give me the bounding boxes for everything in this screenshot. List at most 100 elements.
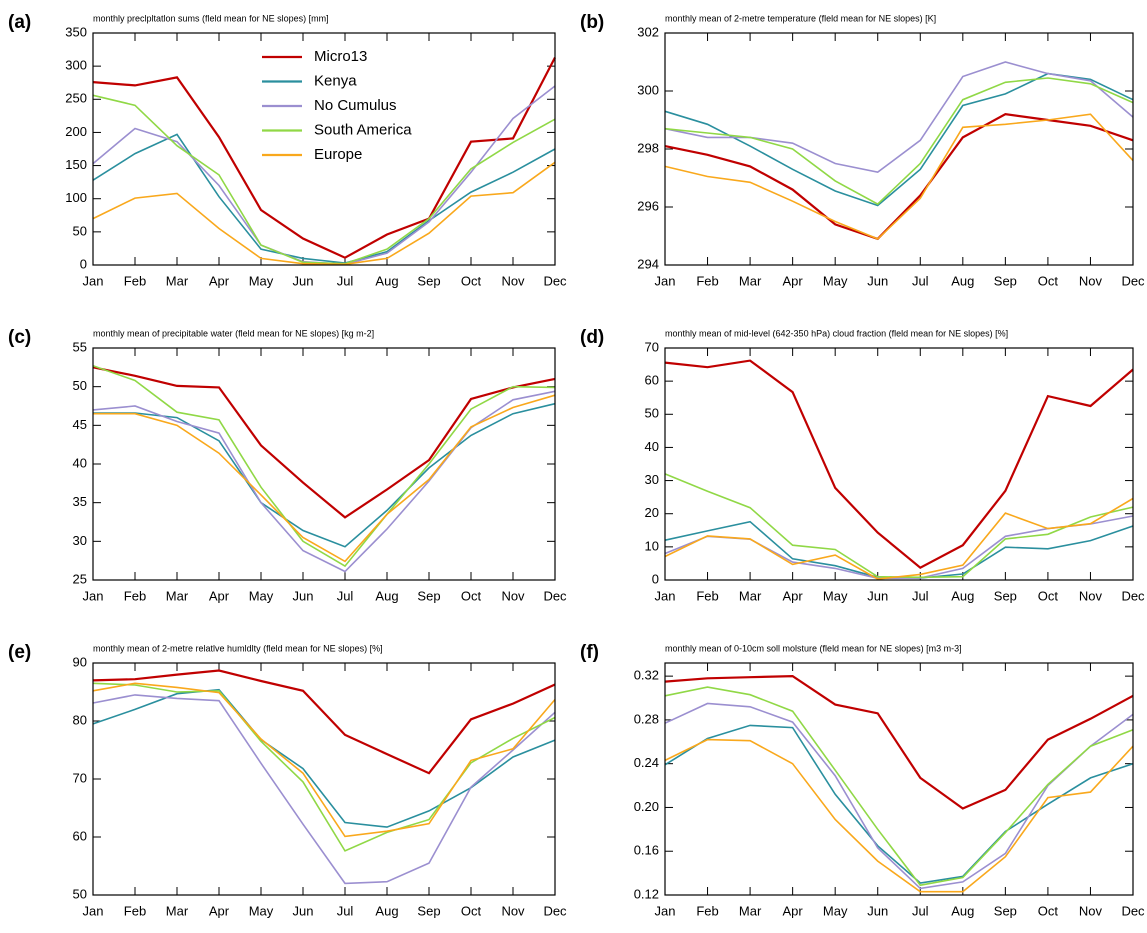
x-tick-label: Sep xyxy=(994,588,1017,603)
series-line xyxy=(92,133,556,264)
chart-title: monthly mean of 2-metre relatlve humldlt… xyxy=(93,643,383,653)
y-tick-label: 302 xyxy=(637,24,659,39)
y-tick-label: 30 xyxy=(645,472,659,487)
x-tick-label: Dec xyxy=(1121,273,1145,288)
x-tick-label: Jul xyxy=(912,273,929,288)
y-tick-label: 294 xyxy=(637,256,659,271)
plot-frame xyxy=(92,32,556,266)
panel-label: (b) xyxy=(580,12,604,33)
x-tick-label: Mar xyxy=(166,273,189,288)
x-tick-label: Oct xyxy=(461,588,482,603)
y-tick-label: 300 xyxy=(637,82,659,97)
panel-label: (a) xyxy=(8,12,31,33)
y-tick-label: 0.16 xyxy=(634,843,659,858)
y-tick-label: 0 xyxy=(80,256,87,271)
x-tick-label: Aug xyxy=(951,903,974,918)
legend-label: No Cumulus xyxy=(314,97,397,114)
x-tick-label: Apr xyxy=(209,903,230,918)
y-tick-label: 45 xyxy=(73,417,87,432)
chart-title: monthly mean of 0-10cm soll molsture (fl… xyxy=(665,643,962,653)
series-line xyxy=(92,682,556,838)
y-tick-label: 0.20 xyxy=(634,799,659,814)
y-tick-label: 298 xyxy=(637,140,659,155)
plot-frame xyxy=(92,662,556,896)
chart-title: monthly mean of 2-metre temperature (fle… xyxy=(665,13,936,23)
x-tick-label: Jun xyxy=(867,273,888,288)
y-tick-label: 80 xyxy=(73,712,87,727)
y-tick-label: 55 xyxy=(73,339,87,354)
plot-frame xyxy=(664,347,1134,581)
series-line xyxy=(92,56,556,259)
x-tick-label: Jan xyxy=(655,273,676,288)
y-tick-label: 40 xyxy=(645,439,659,454)
x-tick-label: Feb xyxy=(696,588,718,603)
x-tick-label: Jun xyxy=(867,588,888,603)
chart-title: monthly preclpltatlon sums (fleld mean f… xyxy=(93,13,329,23)
x-tick-label: May xyxy=(249,588,274,603)
x-tick-label: Oct xyxy=(461,273,482,288)
y-tick-label: 0.12 xyxy=(634,886,659,901)
series-line xyxy=(664,724,1134,884)
y-tick-label: 150 xyxy=(65,157,87,172)
x-tick-label: Mar xyxy=(739,903,762,918)
panel-label: (f) xyxy=(580,642,599,663)
y-tick-label: 90 xyxy=(73,654,87,669)
x-tick-label: Nov xyxy=(1079,903,1103,918)
x-tick-label: Dec xyxy=(543,903,567,918)
x-tick-label: Nov xyxy=(1079,273,1103,288)
x-tick-label: Jul xyxy=(912,588,929,603)
x-tick-label: Dec xyxy=(1121,903,1145,918)
y-tick-label: 10 xyxy=(645,538,659,553)
y-tick-label: 0.32 xyxy=(634,668,659,683)
series-line xyxy=(664,738,1134,893)
series-line xyxy=(92,366,556,519)
x-tick-label: Jan xyxy=(655,588,676,603)
x-tick-label: Dec xyxy=(543,588,567,603)
x-tick-label: May xyxy=(823,273,848,288)
series-line xyxy=(664,72,1134,207)
legend-label: Micro13 xyxy=(314,48,367,65)
x-tick-label: Nov xyxy=(501,273,525,288)
x-tick-label: Nov xyxy=(1079,588,1103,603)
x-tick-label: May xyxy=(249,273,274,288)
plot-frame xyxy=(664,32,1134,266)
series-line xyxy=(92,688,556,828)
y-tick-label: 50 xyxy=(645,406,659,421)
chart-title: monthly mean of mid-level (642-350 hPa) … xyxy=(665,328,1008,338)
x-tick-label: Jan xyxy=(83,903,104,918)
y-tick-label: 70 xyxy=(645,339,659,354)
x-tick-label: Nov xyxy=(501,903,525,918)
y-tick-label: 300 xyxy=(65,58,87,73)
x-tick-label: Jun xyxy=(293,903,314,918)
series-line xyxy=(664,686,1134,887)
y-tick-label: 50 xyxy=(73,886,87,901)
y-tick-label: 100 xyxy=(65,190,87,205)
x-tick-label: Apr xyxy=(783,273,804,288)
y-tick-label: 25 xyxy=(73,571,87,586)
panel-label: (e) xyxy=(8,642,31,663)
x-tick-label: Mar xyxy=(739,588,762,603)
x-tick-label: Jan xyxy=(83,588,104,603)
series-line xyxy=(664,674,1134,810)
x-tick-label: Feb xyxy=(696,273,718,288)
x-tick-label: Jun xyxy=(867,903,888,918)
plot-frame xyxy=(92,347,556,581)
series-line xyxy=(664,113,1134,241)
x-tick-label: Apr xyxy=(783,903,804,918)
x-tick-label: Jan xyxy=(655,903,676,918)
y-tick-label: 60 xyxy=(73,828,87,843)
series-line xyxy=(92,694,556,885)
x-tick-label: Feb xyxy=(124,588,146,603)
x-tick-label: Sep xyxy=(417,903,440,918)
series-line xyxy=(92,682,556,852)
legend-label: Kenya xyxy=(314,72,357,89)
x-tick-label: Mar xyxy=(739,273,762,288)
x-tick-label: Oct xyxy=(1038,273,1059,288)
series-line xyxy=(92,161,556,266)
y-tick-label: 50 xyxy=(73,223,87,238)
x-tick-label: Jan xyxy=(83,273,104,288)
panel-label: (d) xyxy=(580,327,604,348)
y-tick-label: 200 xyxy=(65,124,87,139)
legend-label: South America xyxy=(314,121,412,138)
